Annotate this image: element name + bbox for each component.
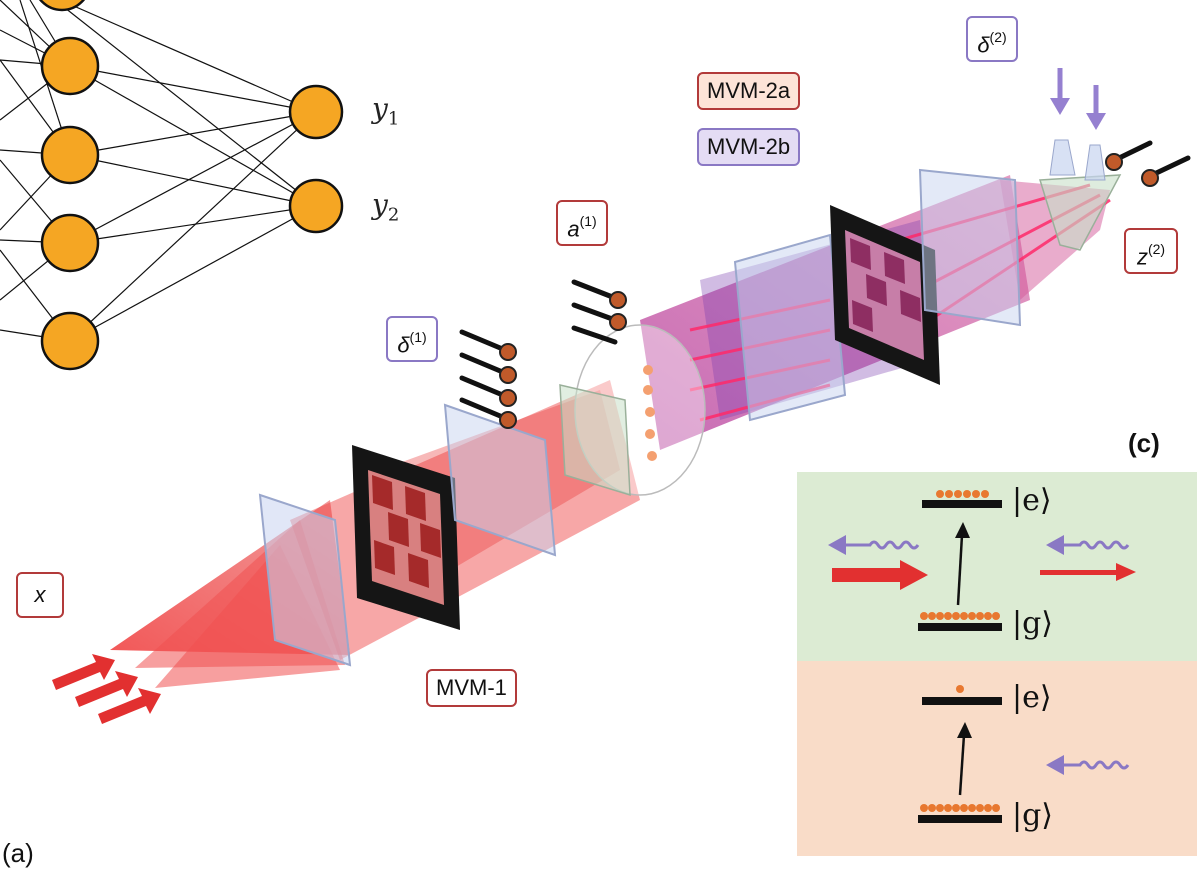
detectors-z2 bbox=[1105, 140, 1191, 187]
level-e-bottom bbox=[922, 697, 1002, 705]
panel-c-letter: (c) bbox=[1128, 428, 1160, 458]
level-e-top bbox=[922, 500, 1002, 508]
input-label-x: x bbox=[16, 572, 64, 618]
neuron bbox=[40, 311, 100, 371]
input-arrows bbox=[52, 654, 161, 724]
lens-2 bbox=[443, 403, 557, 557]
mask-2 bbox=[830, 205, 940, 385]
delta2-cones bbox=[1049, 139, 1106, 181]
ket-e-top: |e⟩ bbox=[1012, 483, 1052, 518]
panel-c bbox=[797, 472, 1197, 856]
photon-bottom bbox=[1058, 760, 1130, 770]
a1-label: a(1) bbox=[556, 200, 608, 246]
photon-top-left bbox=[840, 540, 920, 550]
ket-g-bottom: |g⟩ bbox=[1012, 798, 1054, 833]
lens-4 bbox=[733, 233, 847, 422]
red-arrow-weak bbox=[1040, 570, 1120, 575]
neuron bbox=[40, 125, 100, 185]
lens-1 bbox=[258, 493, 352, 667]
output-label-y1: y1 bbox=[372, 92, 400, 130]
delta2-arrows bbox=[1050, 68, 1106, 130]
neuron bbox=[40, 213, 100, 273]
neuron bbox=[40, 36, 100, 96]
panel-a-letter-partial: (a) bbox=[2, 838, 34, 868]
output-neuron-1 bbox=[288, 84, 344, 140]
output-layer bbox=[288, 84, 344, 234]
mvm-2a-label: MVM-2a bbox=[697, 72, 801, 110]
arrow-up-top bbox=[955, 522, 970, 538]
detectors-delta1 bbox=[459, 329, 517, 429]
red-arrow-strong bbox=[832, 568, 902, 582]
delta1-label: δ(1) bbox=[386, 316, 438, 362]
panel-c-bottom bbox=[797, 661, 1197, 856]
level-g-top bbox=[918, 623, 1002, 631]
level-g-bottom bbox=[918, 815, 1002, 823]
mvm-2b-label: MVM-2b bbox=[697, 128, 801, 166]
detectors-a1 bbox=[571, 279, 627, 345]
photon-top-right bbox=[1058, 540, 1130, 550]
mask-1 bbox=[352, 445, 460, 630]
lens-3 bbox=[559, 384, 631, 497]
output-neuron-2 bbox=[288, 178, 344, 234]
hidden-layer bbox=[38, 0, 100, 371]
mvm-1-label: MVM-1 bbox=[426, 669, 517, 707]
ket-e-bottom: |e⟩ bbox=[1012, 680, 1052, 715]
output-label-y2: y2 bbox=[372, 188, 400, 226]
z2-label: z(2) bbox=[1124, 228, 1178, 274]
delta2-label: δ(2) bbox=[966, 16, 1018, 62]
ket-g-top: |g⟩ bbox=[1012, 606, 1054, 641]
arrow-up-bottom bbox=[957, 722, 972, 738]
lens-5 bbox=[918, 168, 1022, 327]
neuron bbox=[38, 0, 86, 12]
